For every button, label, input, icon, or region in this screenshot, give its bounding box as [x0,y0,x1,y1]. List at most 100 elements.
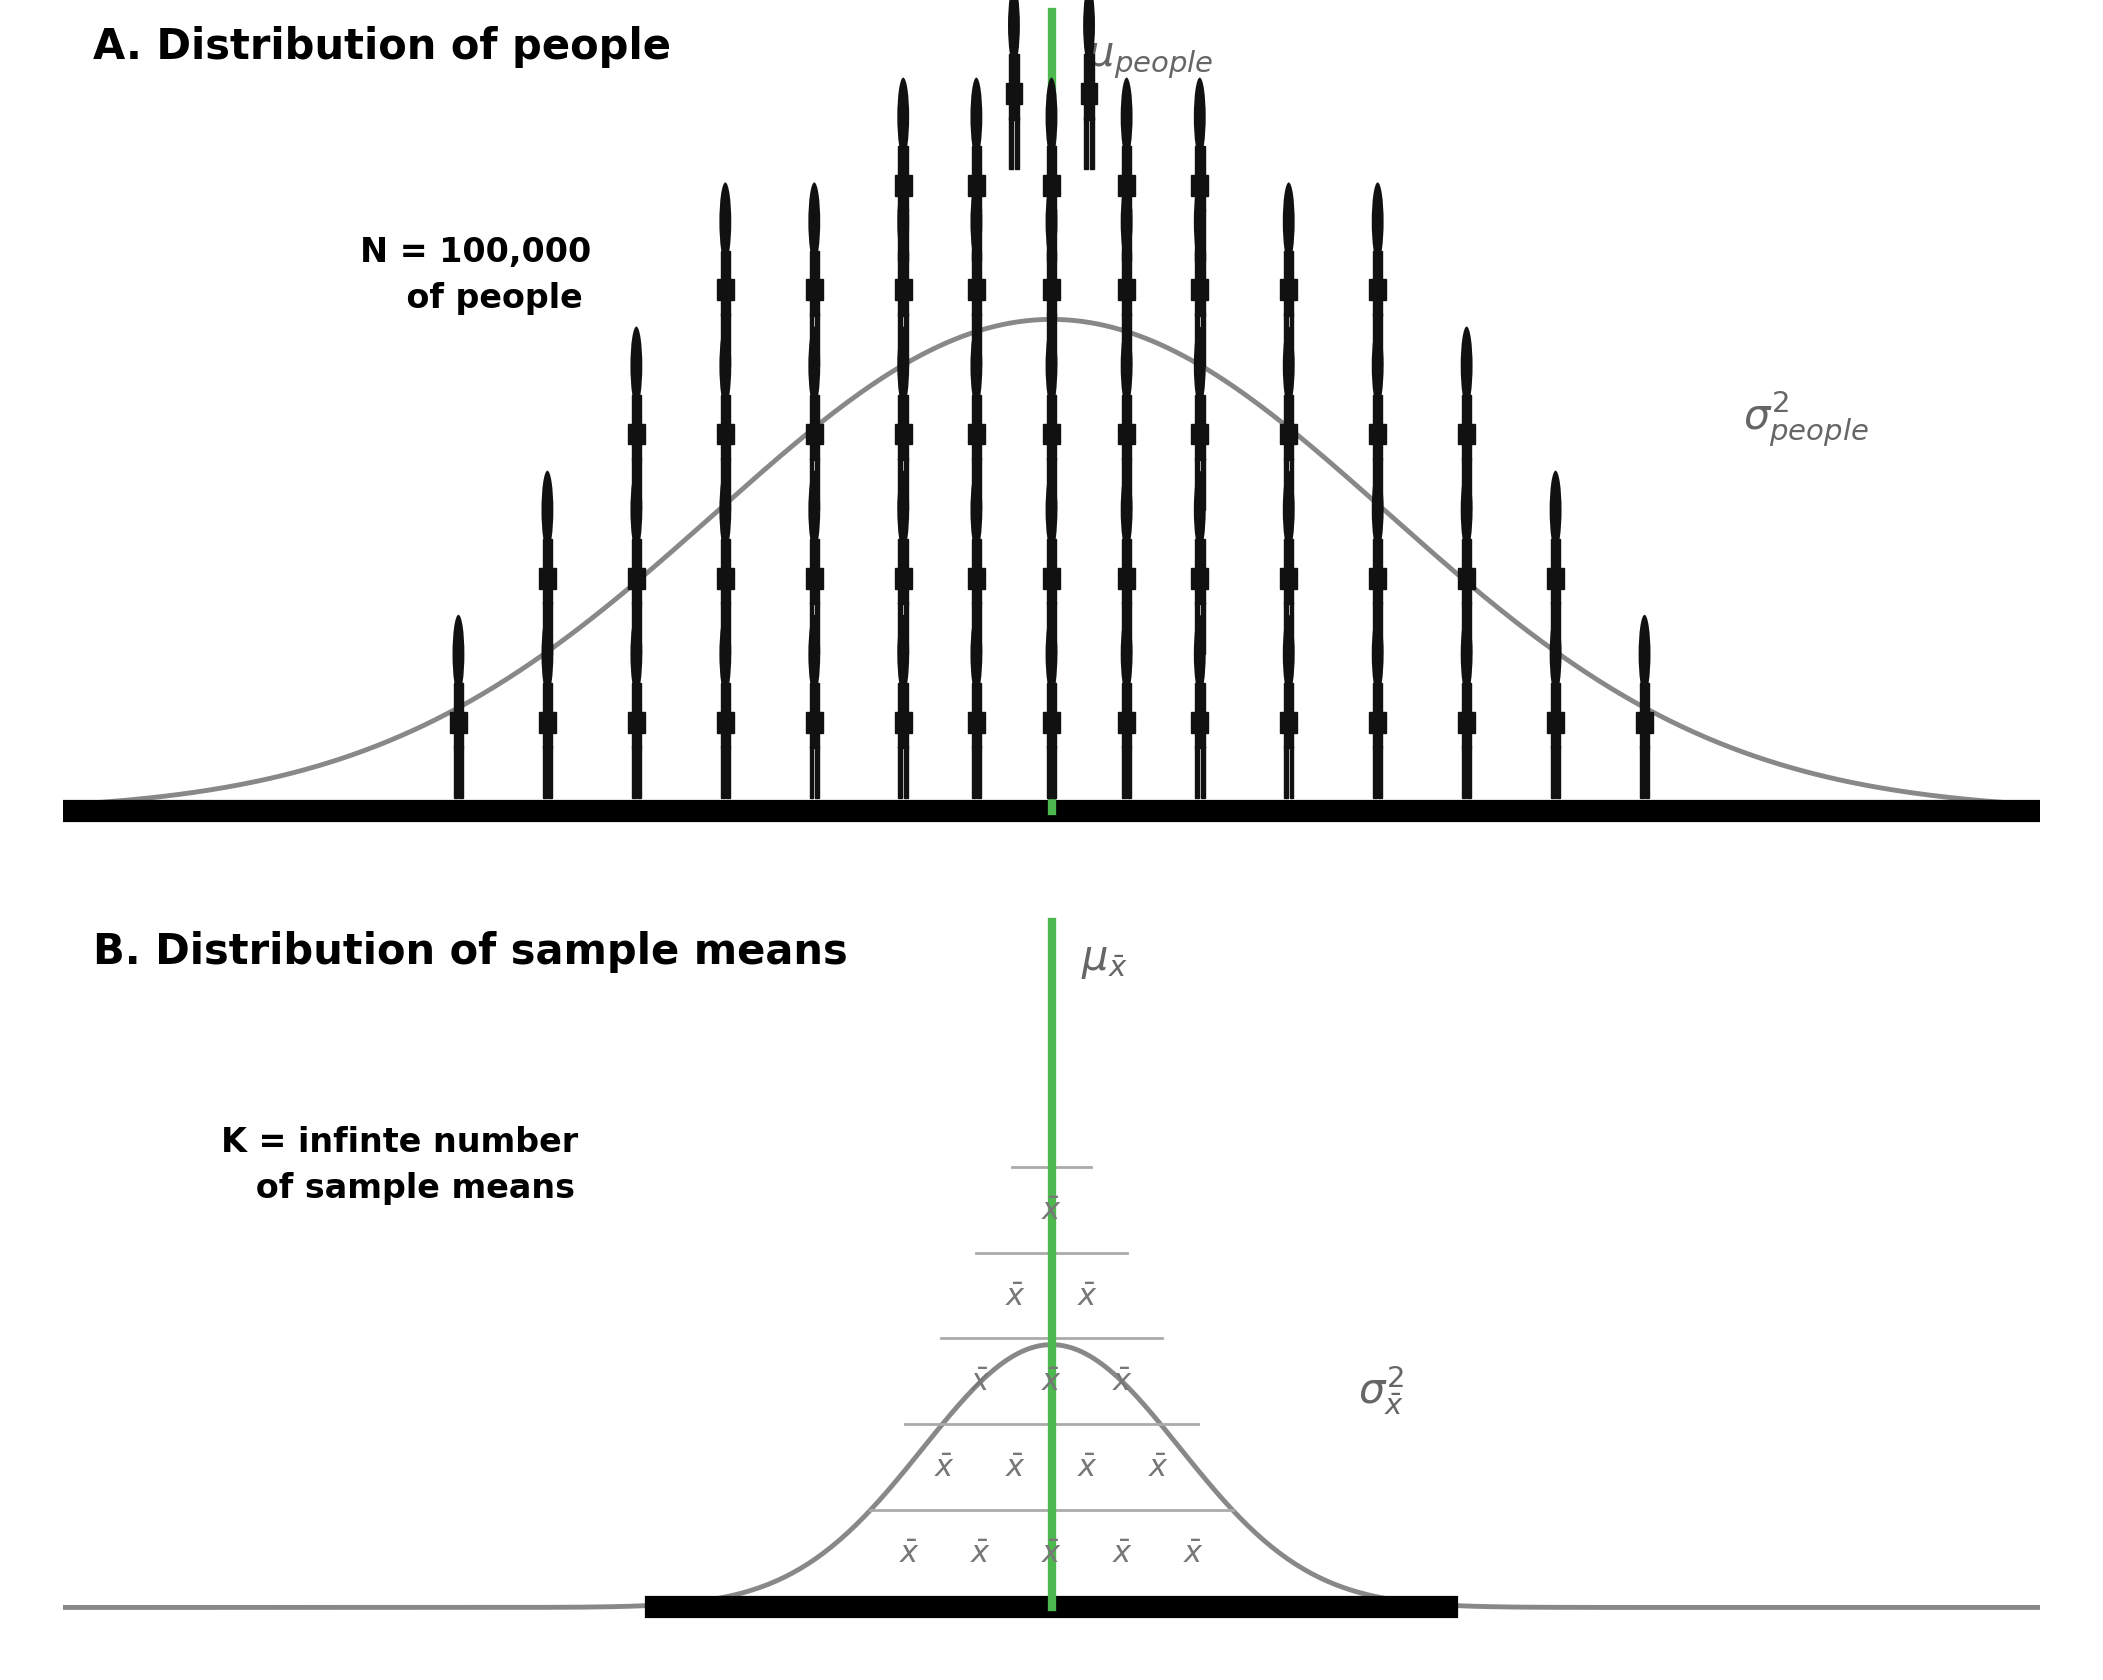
FancyBboxPatch shape [1131,281,1136,301]
FancyBboxPatch shape [1121,684,1131,749]
Circle shape [1195,472,1205,549]
FancyBboxPatch shape [1462,746,1466,798]
FancyBboxPatch shape [1131,568,1136,590]
Circle shape [969,183,982,262]
Circle shape [808,183,820,262]
FancyBboxPatch shape [1382,568,1386,590]
FancyBboxPatch shape [721,314,726,366]
Text: K = infinte number
   of sample means: K = infinte number of sample means [221,1126,578,1205]
FancyBboxPatch shape [1550,684,1560,749]
FancyBboxPatch shape [1373,314,1377,366]
FancyBboxPatch shape [980,425,984,445]
FancyBboxPatch shape [1205,425,1207,445]
Circle shape [1045,328,1058,407]
FancyBboxPatch shape [810,746,814,798]
FancyBboxPatch shape [726,603,730,655]
FancyBboxPatch shape [1047,459,1052,511]
FancyBboxPatch shape [1373,459,1377,511]
FancyBboxPatch shape [972,746,976,798]
Text: N = 100,000
    of people: N = 100,000 of people [360,235,591,314]
FancyBboxPatch shape [978,314,982,366]
FancyBboxPatch shape [1205,175,1207,197]
FancyBboxPatch shape [1195,146,1205,212]
FancyBboxPatch shape [972,395,982,460]
Circle shape [1045,615,1058,694]
FancyBboxPatch shape [1192,175,1195,197]
FancyBboxPatch shape [980,281,984,301]
FancyBboxPatch shape [1550,746,1554,798]
FancyBboxPatch shape [1052,603,1056,655]
FancyBboxPatch shape [1085,55,1094,121]
FancyBboxPatch shape [904,603,908,655]
Circle shape [1045,183,1058,262]
Circle shape [1195,328,1205,407]
FancyBboxPatch shape [1121,146,1131,212]
FancyBboxPatch shape [631,746,635,798]
Circle shape [1283,328,1295,407]
FancyBboxPatch shape [730,712,734,732]
FancyBboxPatch shape [1119,568,1123,590]
Circle shape [898,615,908,694]
FancyBboxPatch shape [450,712,454,732]
FancyBboxPatch shape [1369,568,1373,590]
Circle shape [631,328,641,407]
Circle shape [631,615,641,694]
FancyBboxPatch shape [1094,84,1098,104]
FancyBboxPatch shape [641,568,646,590]
FancyBboxPatch shape [1468,746,1472,798]
Text: $\bar{x}$: $\bar{x}$ [1005,1452,1026,1483]
FancyBboxPatch shape [1192,568,1195,590]
Circle shape [1462,328,1472,407]
FancyBboxPatch shape [1195,395,1205,460]
FancyBboxPatch shape [1127,314,1131,366]
FancyBboxPatch shape [1192,281,1195,301]
FancyBboxPatch shape [980,175,984,197]
FancyBboxPatch shape [1281,568,1285,590]
FancyBboxPatch shape [543,684,553,749]
FancyBboxPatch shape [631,603,635,655]
FancyBboxPatch shape [1009,55,1018,121]
FancyBboxPatch shape [908,712,911,732]
FancyBboxPatch shape [726,746,730,798]
FancyBboxPatch shape [810,459,814,511]
FancyBboxPatch shape [1047,746,1052,798]
FancyBboxPatch shape [1550,539,1560,605]
FancyBboxPatch shape [816,603,818,655]
Circle shape [719,472,732,549]
FancyBboxPatch shape [818,568,822,590]
FancyBboxPatch shape [1293,568,1298,590]
FancyBboxPatch shape [721,252,730,318]
FancyBboxPatch shape [978,603,982,655]
FancyBboxPatch shape [810,603,814,655]
FancyBboxPatch shape [543,603,547,655]
Circle shape [540,472,553,549]
FancyBboxPatch shape [896,175,898,197]
Circle shape [1195,183,1205,262]
FancyBboxPatch shape [1005,84,1009,104]
Circle shape [969,472,982,549]
FancyBboxPatch shape [1127,459,1131,511]
FancyBboxPatch shape [898,459,902,511]
FancyBboxPatch shape [641,712,646,732]
FancyBboxPatch shape [717,425,721,445]
FancyBboxPatch shape [1373,252,1382,318]
FancyBboxPatch shape [967,175,972,197]
FancyBboxPatch shape [717,712,721,732]
FancyBboxPatch shape [1373,684,1382,749]
FancyBboxPatch shape [810,395,818,460]
FancyBboxPatch shape [1640,746,1645,798]
FancyBboxPatch shape [1281,712,1285,732]
FancyBboxPatch shape [538,568,543,590]
Circle shape [1195,615,1205,694]
FancyBboxPatch shape [896,712,898,732]
FancyBboxPatch shape [1056,281,1060,301]
FancyBboxPatch shape [810,539,818,605]
FancyBboxPatch shape [1201,314,1205,366]
FancyBboxPatch shape [1556,603,1560,655]
FancyBboxPatch shape [1377,603,1382,655]
FancyBboxPatch shape [1047,252,1056,318]
FancyBboxPatch shape [1121,539,1131,605]
FancyBboxPatch shape [972,252,982,318]
FancyBboxPatch shape [543,539,553,605]
FancyBboxPatch shape [818,425,822,445]
